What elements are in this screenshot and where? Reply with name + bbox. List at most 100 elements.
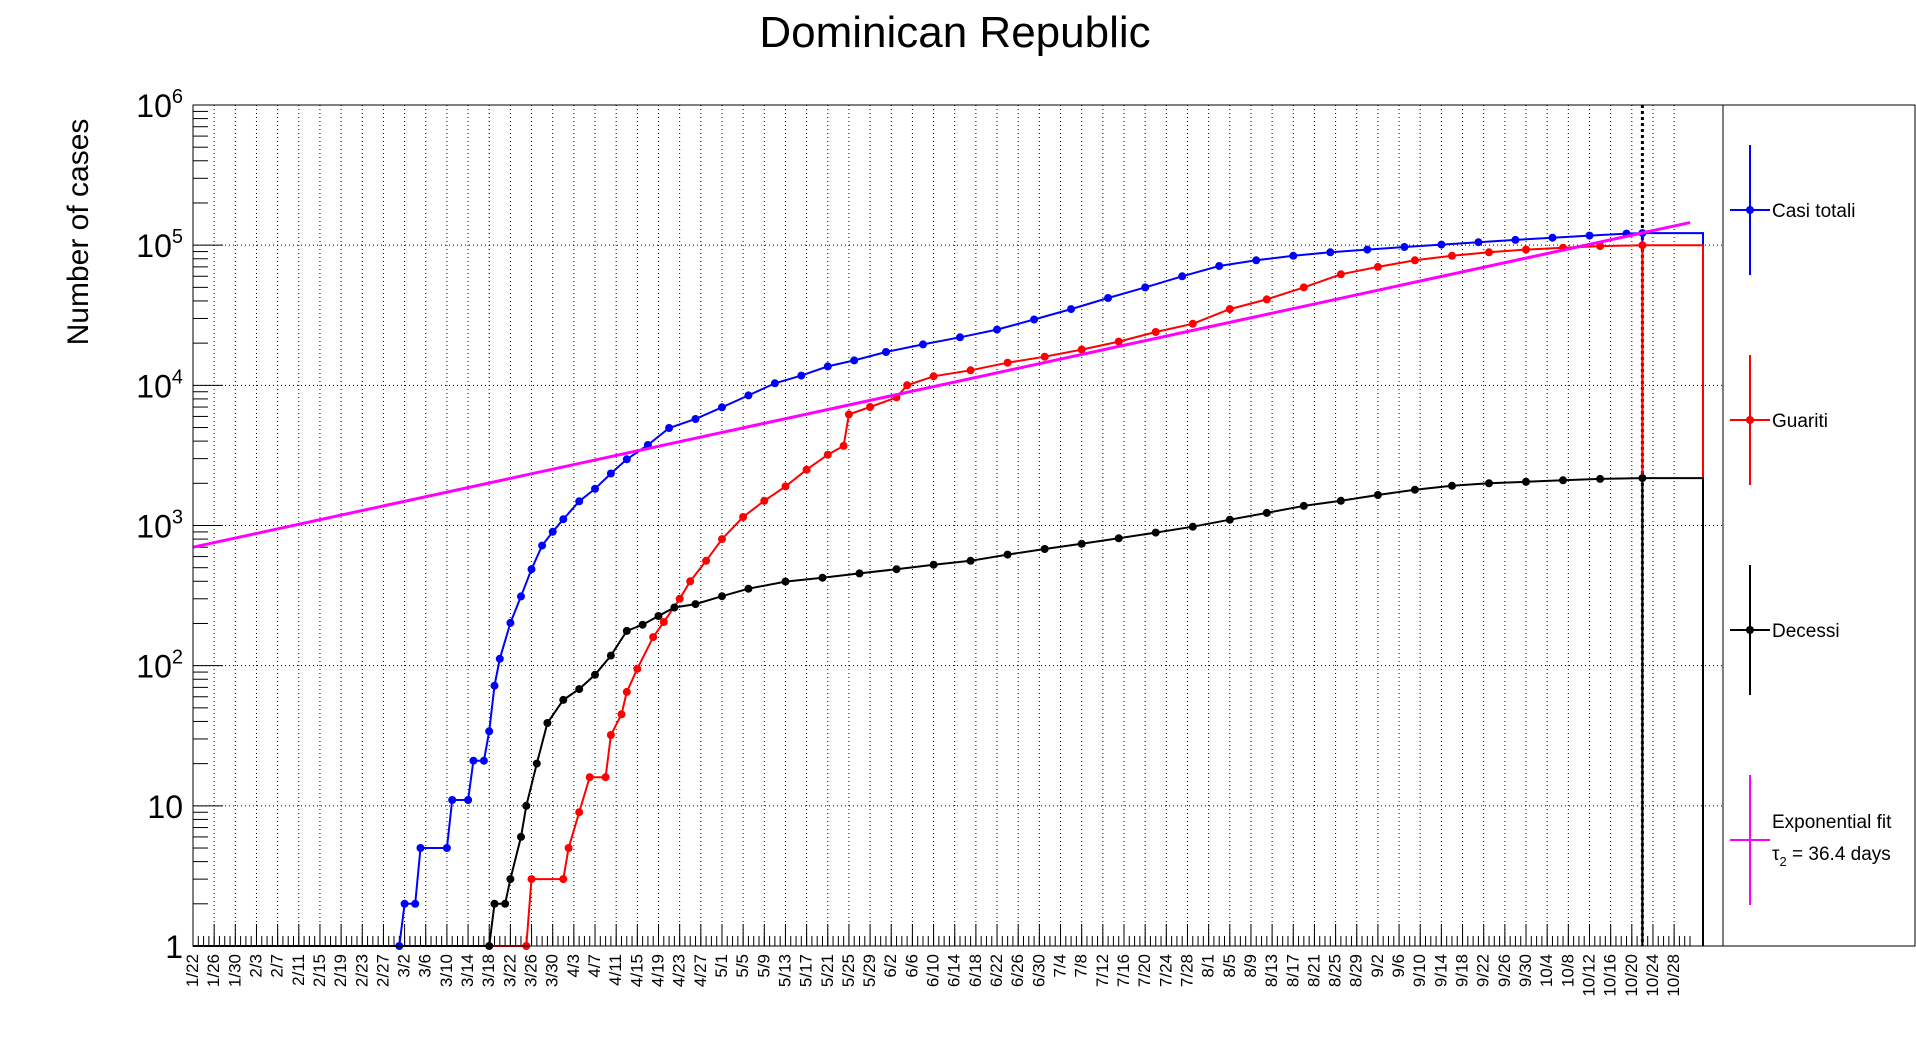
data-point (591, 484, 599, 493)
data-point (622, 455, 631, 464)
legend-entry: Decessi (1730, 565, 1840, 695)
data-point (564, 844, 573, 852)
data-point (1151, 528, 1160, 537)
data-point (1522, 477, 1530, 486)
data-point (1638, 241, 1647, 250)
data-point (606, 651, 615, 660)
y-tick-exponent: 5 (172, 226, 183, 248)
data-point (1141, 283, 1150, 292)
x-tick-label: 10/12 (1580, 954, 1599, 997)
data-point (1448, 251, 1456, 260)
data-point (929, 372, 938, 381)
x-tick-label: 8/17 (1283, 954, 1302, 987)
series-exponential-fit (192, 221, 1691, 549)
data-point (1077, 539, 1086, 548)
legend-frame (1722, 104, 1916, 947)
axis-ticks (192, 104, 1691, 947)
data-point (527, 565, 536, 574)
data-point (479, 756, 488, 765)
x-tick-label: 3/18 (479, 954, 498, 987)
x-tick-label: 1/26 (204, 954, 223, 987)
data-point (548, 527, 557, 536)
x-tick-label: 3/6 (416, 954, 435, 978)
data-point (1188, 522, 1197, 531)
x-tick-label: 2/11 (289, 954, 308, 986)
data-point (1077, 345, 1086, 354)
data-point (1437, 240, 1446, 249)
data-point (966, 366, 975, 375)
legend-label: Decessi (1772, 621, 1840, 642)
data-point (670, 603, 679, 612)
data-point (559, 515, 568, 524)
data-point (464, 796, 473, 804)
data-point (1596, 474, 1605, 483)
x-tick-label: 8/21 (1304, 954, 1323, 987)
data-point (575, 685, 584, 694)
data-point (702, 556, 711, 565)
data-point (490, 681, 499, 690)
data-point (1336, 270, 1345, 279)
x-tick-label: 4/7 (585, 954, 604, 978)
x-tick-label: 6/30 (1029, 954, 1048, 987)
legend-marker (1746, 206, 1754, 214)
x-tick-label: 4/3 (564, 954, 583, 978)
data-point (882, 348, 890, 356)
data-point (622, 687, 631, 696)
legend-label: Casi totali (1772, 201, 1855, 222)
x-tick-label: 4/15 (627, 954, 646, 987)
legend-marker (1746, 626, 1754, 634)
x-tick-label: 9/10 (1410, 954, 1429, 987)
data-point (575, 808, 584, 817)
x-tick-label: 2/27 (373, 954, 392, 987)
y-tick-label: 1 (165, 929, 183, 965)
data-point (448, 796, 457, 804)
data-point (411, 899, 420, 908)
x-tick-labels: 1/22 1/26 1/30 2/3 2/7 2/11 2/15 2/19 2/23 2/27 3/… (183, 954, 1683, 997)
data-point (506, 618, 515, 627)
data-point (1410, 256, 1419, 265)
data-point (956, 333, 964, 342)
data-point (1638, 474, 1647, 483)
data-point (638, 620, 647, 629)
data-point (1596, 242, 1605, 251)
data-point (1448, 481, 1456, 490)
x-tick-label: 10/16 (1601, 954, 1620, 997)
data-point (490, 899, 499, 908)
data-point (1040, 352, 1049, 361)
x-tick-label: 7/8 (1072, 954, 1091, 978)
x-tick-label: 6/10 (924, 954, 943, 987)
data-point (1299, 501, 1308, 510)
x-tick-label: 2/15 (310, 954, 329, 987)
data-point (744, 391, 753, 400)
x-tick-label: 6/18 (966, 954, 985, 987)
data-point (1003, 358, 1012, 367)
x-tick-label: 9/18 (1453, 954, 1472, 987)
data-point (929, 560, 938, 569)
x-tick-label: 8/9 (1241, 954, 1260, 978)
data-point (591, 670, 599, 679)
data-point (844, 410, 853, 419)
data-point (903, 381, 912, 390)
data-point (1151, 328, 1160, 336)
series-line (193, 232, 1704, 947)
legend: Casi totali Guariti Decessi Exponential fit… (1722, 104, 1916, 947)
x-tick-label: 6/14 (945, 954, 964, 987)
x-tick-label: 7/4 (1051, 954, 1070, 978)
x-tick-label: 5/1 (712, 954, 731, 978)
x-tick-label: 7/20 (1135, 954, 1154, 987)
data-point (1289, 251, 1298, 260)
legend-subscript: 2 (1780, 854, 1787, 869)
y-tick-label: 10 (147, 789, 183, 825)
data-point (1400, 243, 1409, 251)
x-tick-label: 3/10 (437, 954, 456, 987)
data-point (1299, 283, 1308, 292)
data-point (839, 441, 848, 450)
data-point (654, 612, 663, 620)
data-point (691, 415, 700, 423)
x-tick-label: 3/22 (500, 954, 519, 987)
data-point (760, 496, 769, 505)
data-point (1030, 315, 1039, 324)
y-tick-label: 103 (136, 507, 183, 545)
data-point (1114, 534, 1123, 543)
